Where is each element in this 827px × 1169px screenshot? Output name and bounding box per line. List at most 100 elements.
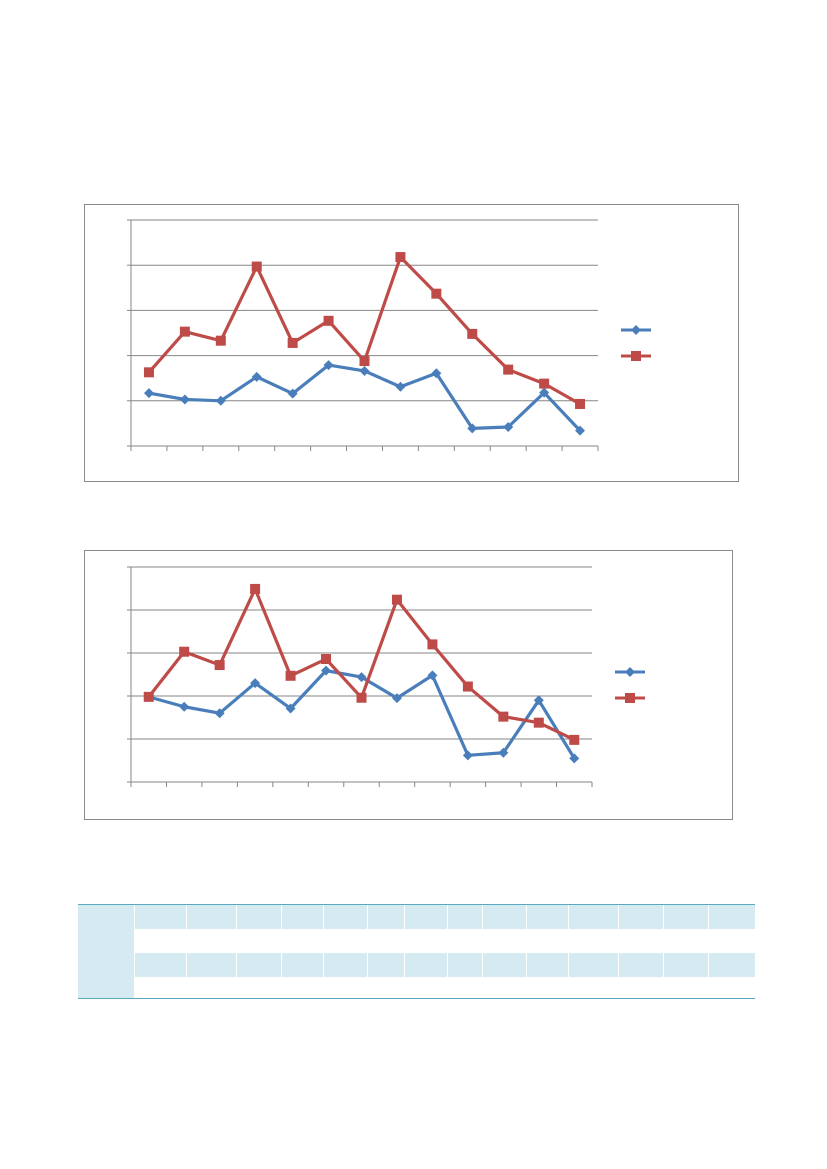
series-1-point — [427, 670, 438, 681]
table-cell — [446, 929, 482, 953]
table-cell — [185, 904, 236, 929]
series-1-point — [569, 753, 580, 764]
table-cell — [662, 904, 708, 929]
series-2-point — [431, 288, 442, 299]
series-1-point — [575, 425, 586, 436]
series-1-point — [323, 360, 334, 371]
series-1-point — [287, 388, 298, 399]
table-cell — [481, 977, 526, 999]
column-header — [133, 883, 186, 905]
table-cell — [366, 904, 404, 929]
table-cell — [280, 977, 323, 999]
column-header — [235, 883, 281, 905]
series-2-point — [575, 398, 586, 409]
series-2-point — [569, 734, 580, 745]
row-header-cell — [78, 977, 134, 999]
series-1-point — [533, 695, 544, 706]
table-cell — [403, 929, 447, 953]
series-2-point — [356, 692, 367, 703]
table-cell — [403, 904, 447, 929]
table-cell — [366, 953, 404, 977]
series-2-point — [359, 356, 370, 367]
row-header-cell — [78, 904, 134, 929]
series-1-point — [431, 368, 442, 379]
table-cell — [446, 904, 482, 929]
table-cell — [481, 953, 526, 977]
column-header — [185, 883, 236, 905]
table-cell — [185, 953, 236, 977]
table-cell — [185, 977, 236, 999]
series-2-line — [147, 587, 575, 742]
line-chart-2 — [84, 550, 733, 820]
table-cell — [481, 929, 526, 953]
series-1-point — [467, 423, 478, 434]
table-cell — [280, 904, 323, 929]
table-cell — [280, 929, 323, 953]
series-1-point — [539, 387, 550, 398]
series-1-point — [250, 678, 261, 689]
series-1-point — [391, 693, 402, 704]
row-header-cell — [78, 929, 134, 953]
series-2-point — [395, 252, 406, 263]
table-cell — [133, 953, 186, 977]
series-1-point — [462, 750, 473, 761]
table-cell — [567, 929, 618, 953]
table-cell — [446, 977, 482, 999]
series-2-point — [143, 691, 154, 702]
series-1-point — [179, 394, 190, 405]
series-2-point — [285, 670, 296, 681]
table-cell — [662, 977, 708, 999]
column-header — [617, 883, 663, 905]
series-1-point — [359, 365, 370, 376]
data-table — [78, 883, 755, 999]
table-cell — [403, 977, 447, 999]
table-cell — [707, 929, 755, 953]
column-header — [280, 883, 323, 905]
table-cell — [525, 977, 568, 999]
table-cell — [322, 953, 367, 977]
table-cell — [617, 904, 663, 929]
table-cell — [322, 904, 367, 929]
column-header — [78, 883, 134, 905]
series-2-point — [321, 654, 332, 665]
series-2-point — [391, 594, 402, 605]
series-1-point — [395, 381, 406, 392]
column-header — [366, 883, 404, 905]
column-header — [403, 883, 447, 905]
series-2-point — [539, 378, 550, 389]
series-1-point — [179, 701, 190, 712]
table-cell — [322, 977, 367, 999]
table-cell — [235, 904, 281, 929]
column-header — [481, 883, 526, 905]
table-cell — [322, 929, 367, 953]
table-cell — [446, 953, 482, 977]
table-header-row — [78, 883, 755, 905]
table-cell — [707, 904, 755, 929]
data-table-grid — [78, 883, 755, 999]
table-row — [78, 904, 755, 929]
series-2-point — [287, 337, 298, 348]
series-2-point — [143, 367, 154, 378]
table-cell — [617, 953, 663, 977]
series-2-point — [467, 328, 478, 339]
table-cell — [525, 904, 568, 929]
series-2-point — [214, 660, 225, 671]
table-cell — [481, 904, 526, 929]
table-row — [78, 977, 755, 999]
table-cell — [525, 929, 568, 953]
series-1-point — [251, 371, 262, 382]
series-2-point — [503, 364, 514, 375]
series-1-point — [143, 388, 154, 399]
table-cell — [235, 977, 281, 999]
table-cell — [707, 953, 755, 977]
table-cell — [662, 953, 708, 977]
table-cell — [366, 977, 404, 999]
series-2-point — [179, 326, 190, 337]
table-cell — [707, 977, 755, 999]
series-1-point — [503, 422, 514, 433]
table-cell — [133, 929, 186, 953]
table-cell — [185, 929, 236, 953]
table-cell — [133, 977, 186, 999]
table-cell — [235, 929, 281, 953]
series-2-point — [533, 717, 544, 728]
